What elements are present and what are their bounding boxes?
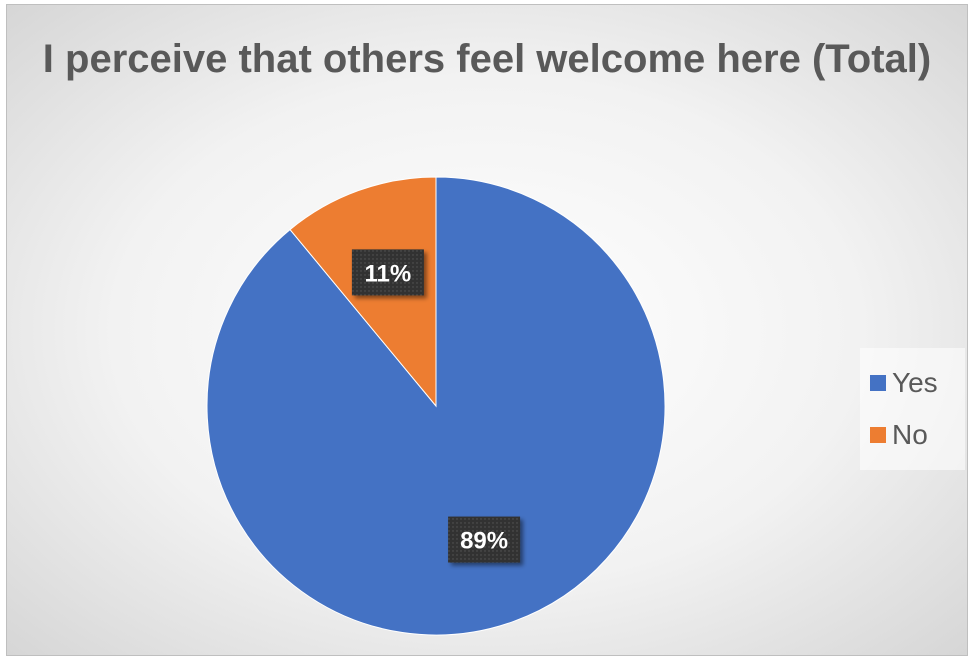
legend-swatch-no (870, 427, 886, 443)
data-label-box (448, 516, 521, 563)
legend-swatch-yes (870, 375, 886, 391)
legend-item-yes: Yes (870, 365, 938, 401)
legend: Yes No (860, 348, 965, 470)
legend-label-no: No (892, 419, 928, 450)
chart-area: I perceive that others feel welcome here… (6, 4, 968, 656)
legend-item-no: No (870, 417, 928, 453)
legend-label-yes: Yes (892, 367, 938, 398)
chart-title: I perceive that others feel welcome here… (42, 37, 932, 81)
data-label-text: 11% (365, 260, 412, 287)
data-label-text: 89% (460, 528, 508, 555)
data-label-yes: 89% (448, 516, 521, 563)
data-label-no: 11% (351, 249, 424, 296)
pie-chart: 89% 11% (206, 176, 666, 636)
data-label-box (351, 249, 424, 296)
